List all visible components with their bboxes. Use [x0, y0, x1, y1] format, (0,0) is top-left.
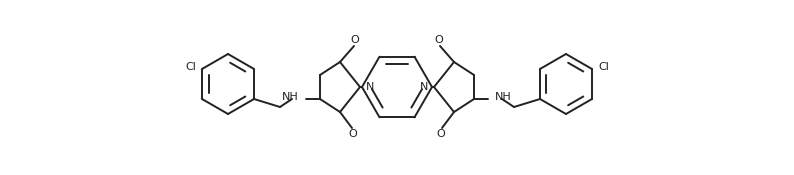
Text: O: O [434, 35, 443, 45]
Text: NH: NH [495, 92, 512, 102]
Text: N: N [366, 82, 375, 92]
Text: O: O [349, 129, 357, 139]
Text: O: O [437, 129, 445, 139]
Text: N: N [419, 82, 428, 92]
Text: NH: NH [282, 92, 299, 102]
Text: Cl: Cl [185, 62, 196, 72]
Text: Cl: Cl [598, 62, 609, 72]
Text: O: O [351, 35, 360, 45]
